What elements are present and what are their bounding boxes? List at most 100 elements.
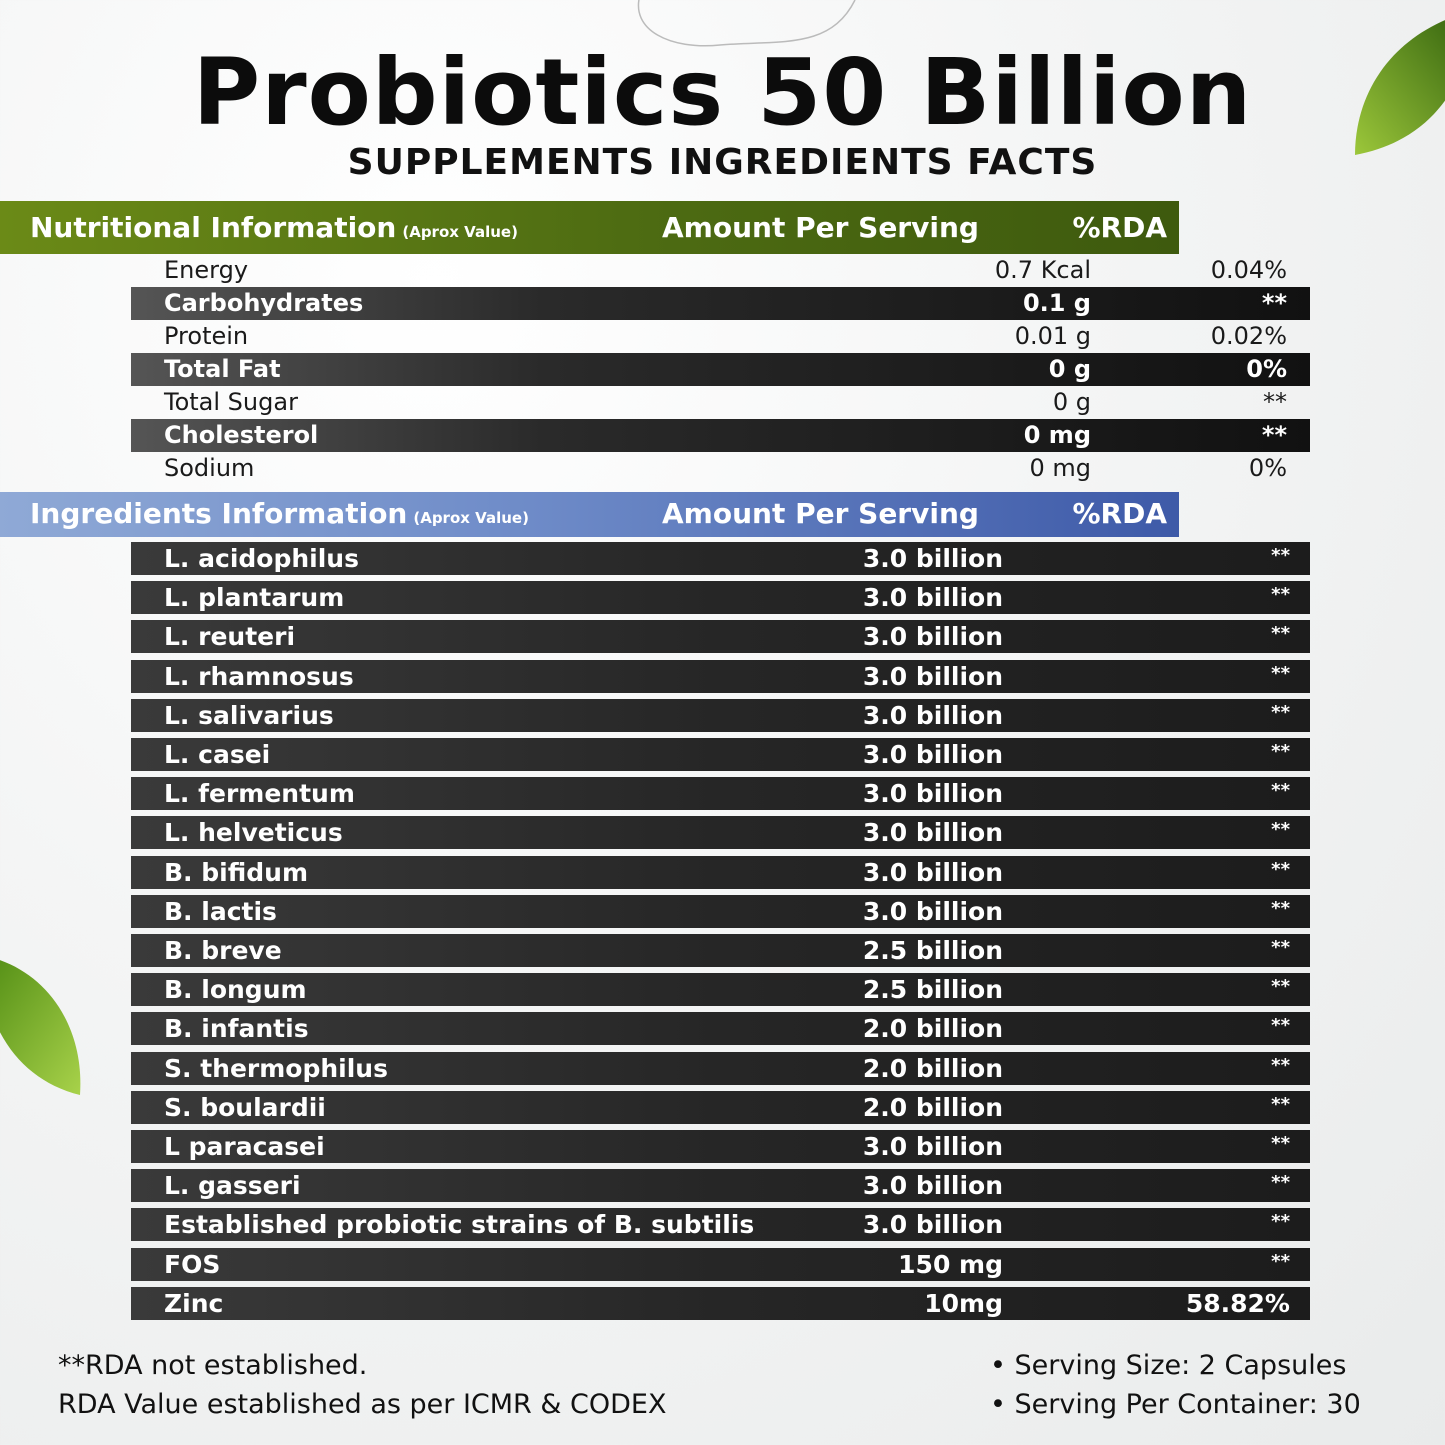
ingredients-header-amount: Amount Per Serving xyxy=(662,497,979,530)
nutrition-row: Energy 0.7 Kcal 0.04% xyxy=(131,254,1310,287)
ingredient-name: L. rhamnosus xyxy=(164,661,354,691)
nutrition-rda: 0.04% xyxy=(1210,256,1287,284)
nutrition-rda: ** xyxy=(1261,289,1287,317)
ingredient-rda: 58.82% xyxy=(1185,1288,1290,1318)
ingredient-rda: ** xyxy=(1271,897,1290,919)
ingredient-name: L. salivarius xyxy=(164,700,334,730)
ingredient-row: L. rhamnosus 3.0 billion ** xyxy=(131,659,1310,693)
nutrition-header-amount: Amount Per Serving xyxy=(662,211,979,244)
nutrition-rda: ** xyxy=(1261,421,1287,449)
ingredients-header: Ingredients Information (Aprox Value) Amo… xyxy=(0,492,1179,537)
ingredient-row: L paracasei 3.0 billion ** xyxy=(131,1130,1310,1163)
nutrition-amount: 0 g xyxy=(1048,355,1091,383)
ingredients-header-label: Ingredients Information (Aprox Value) xyxy=(30,497,529,530)
ingredients-header-note: (Aprox Value) xyxy=(413,509,529,527)
ingredient-amount: 3.0 billion xyxy=(862,857,1003,887)
nutrition-name: Protein xyxy=(164,322,249,350)
ingredient-row: L. fermentum 3.0 billion ** xyxy=(131,777,1310,811)
page-subtitle: SUPPLEMENTS INGREDIENTS FACTS xyxy=(347,142,1098,183)
ingredient-amount: 3.0 billion xyxy=(862,661,1003,691)
nutrition-amount: 0.1 g xyxy=(1022,289,1091,317)
nutrition-amount: 0 g xyxy=(1052,388,1091,416)
ingredient-name: B. lactis xyxy=(164,896,277,926)
ingredient-name: FOS xyxy=(164,1249,221,1279)
ingredient-row: Established probiotic strains of B. subt… xyxy=(131,1208,1310,1242)
ingredient-row: B. breve 2.5 billion ** xyxy=(131,934,1310,967)
ingredient-amount: 3.0 billion xyxy=(862,740,1003,769)
ingredient-row: L. casei 3.0 billion ** xyxy=(131,738,1310,771)
nutrition-header-note: (Aprox Value) xyxy=(402,223,518,241)
nutrition-row: Total Fat 0 g 0% xyxy=(131,353,1310,386)
ingredient-rda: ** xyxy=(1271,584,1290,606)
ingredient-row: S. thermophilus 2.0 billion ** xyxy=(131,1051,1310,1085)
nutrition-name: Carbohydrates xyxy=(164,289,364,317)
ingredient-name: B. bifidum xyxy=(164,857,308,887)
ingredient-row: B. lactis 3.0 billion ** xyxy=(131,894,1310,928)
ingredient-name: Established probiotic strains of B. subt… xyxy=(164,1210,755,1240)
ingredient-name: S. boulardii xyxy=(164,1092,326,1122)
ingredient-name: L. casei xyxy=(164,740,271,769)
nutrition-rda: ** xyxy=(1263,388,1287,416)
ingredient-name: L. gasseri xyxy=(164,1171,301,1201)
ingredient-amount: 10mg xyxy=(924,1288,1003,1318)
ingredient-rda: ** xyxy=(1271,1054,1290,1076)
ingredient-row: FOS 150 mg ** xyxy=(131,1247,1310,1281)
ingredient-amount: 3.0 billion xyxy=(862,544,1003,573)
ingredient-amount: 3.0 billion xyxy=(862,779,1003,809)
nutrition-header-rda: %RDA xyxy=(1072,211,1167,244)
ingredient-amount: 2.5 billion xyxy=(862,975,1003,1005)
ingredient-amount: 3.0 billion xyxy=(862,1132,1003,1161)
ingredient-name: B. longum xyxy=(164,975,307,1005)
ingredient-name: B. breve xyxy=(164,936,282,965)
ingredient-amount: 3.0 billion xyxy=(862,896,1003,926)
ingredient-rda: ** xyxy=(1271,780,1290,802)
serving-per-container: • Serving Per Container: 30 xyxy=(990,1389,1361,1420)
nutrition-amount: 0.01 g xyxy=(1014,322,1091,350)
ingredient-row: L. gasseri 3.0 billion ** xyxy=(131,1169,1310,1203)
ingredient-row: L. plantarum 3.0 billion ** xyxy=(131,581,1310,615)
ingredient-amount: 2.0 billion xyxy=(862,1053,1003,1083)
ingredient-amount: 150 mg xyxy=(898,1249,1003,1279)
ingredient-rda: ** xyxy=(1271,662,1290,684)
ingredient-amount: 3.0 billion xyxy=(862,818,1003,848)
ingredient-row: L. reuteri 3.0 billion ** xyxy=(131,620,1310,654)
ingredient-amount: 3.0 billion xyxy=(862,583,1003,613)
squiggle-decoration xyxy=(637,0,856,47)
ingredient-name: L paracasei xyxy=(164,1132,325,1161)
ingredient-name: L. reuteri xyxy=(164,622,296,652)
serving-size: • Serving Size: 2 Capsules xyxy=(990,1350,1347,1381)
nutrition-row: Cholesterol 0 mg ** xyxy=(131,419,1310,452)
ingredient-rda: ** xyxy=(1271,1172,1290,1194)
ingredient-row: B. longum 2.5 billion ** xyxy=(131,973,1310,1007)
ingredient-row: Zinc 10mg 58.82% xyxy=(131,1286,1310,1320)
ingredient-amount: 3.0 billion xyxy=(862,700,1003,730)
ingredient-row: L. acidophilus 3.0 billion ** xyxy=(131,542,1310,575)
nutrition-rda: 0% xyxy=(1246,355,1287,383)
ingredient-name: Zinc xyxy=(164,1288,224,1318)
nutrition-name: Energy xyxy=(164,256,249,284)
ingredient-row: S. boulardii 2.0 billion ** xyxy=(131,1090,1310,1124)
nutrition-row: Total Sugar 0 g ** xyxy=(131,386,1310,419)
ingredient-amount: 3.0 billion xyxy=(862,622,1003,652)
ingredient-rda: ** xyxy=(1271,545,1290,566)
footnote-rda: **RDA not established. xyxy=(58,1350,368,1381)
ingredient-row: L. helveticus 3.0 billion ** xyxy=(131,816,1310,850)
nutrition-row: Protein 0.01 g 0.02% xyxy=(131,320,1310,353)
nutrition-amount: 0.7 Kcal xyxy=(994,256,1091,284)
leaf-icon xyxy=(1355,20,1445,155)
ingredient-rda: ** xyxy=(1271,976,1290,998)
nutrition-header: Nutritional Information (Aprox Value) Amo… xyxy=(0,201,1179,254)
page-title: Probiotics 50 Billion xyxy=(192,39,1253,146)
nutrition-rda: 0.02% xyxy=(1210,322,1287,350)
nutrition-name: Total Sugar xyxy=(164,388,298,416)
ingredient-rda: ** xyxy=(1271,819,1290,841)
nutrition-row: Carbohydrates 0.1 g ** xyxy=(131,287,1310,320)
ingredient-rda: ** xyxy=(1271,1015,1290,1037)
nutrition-amount: 0 mg xyxy=(1023,421,1091,449)
ingredient-row: L. salivarius 3.0 billion ** xyxy=(131,698,1310,732)
ingredient-name: S. thermophilus xyxy=(164,1053,388,1083)
ingredient-rda: ** xyxy=(1271,623,1290,645)
ingredient-name: L. helveticus xyxy=(164,818,343,848)
ingredient-rda: ** xyxy=(1271,858,1290,880)
ingredient-rda: ** xyxy=(1271,1250,1290,1272)
